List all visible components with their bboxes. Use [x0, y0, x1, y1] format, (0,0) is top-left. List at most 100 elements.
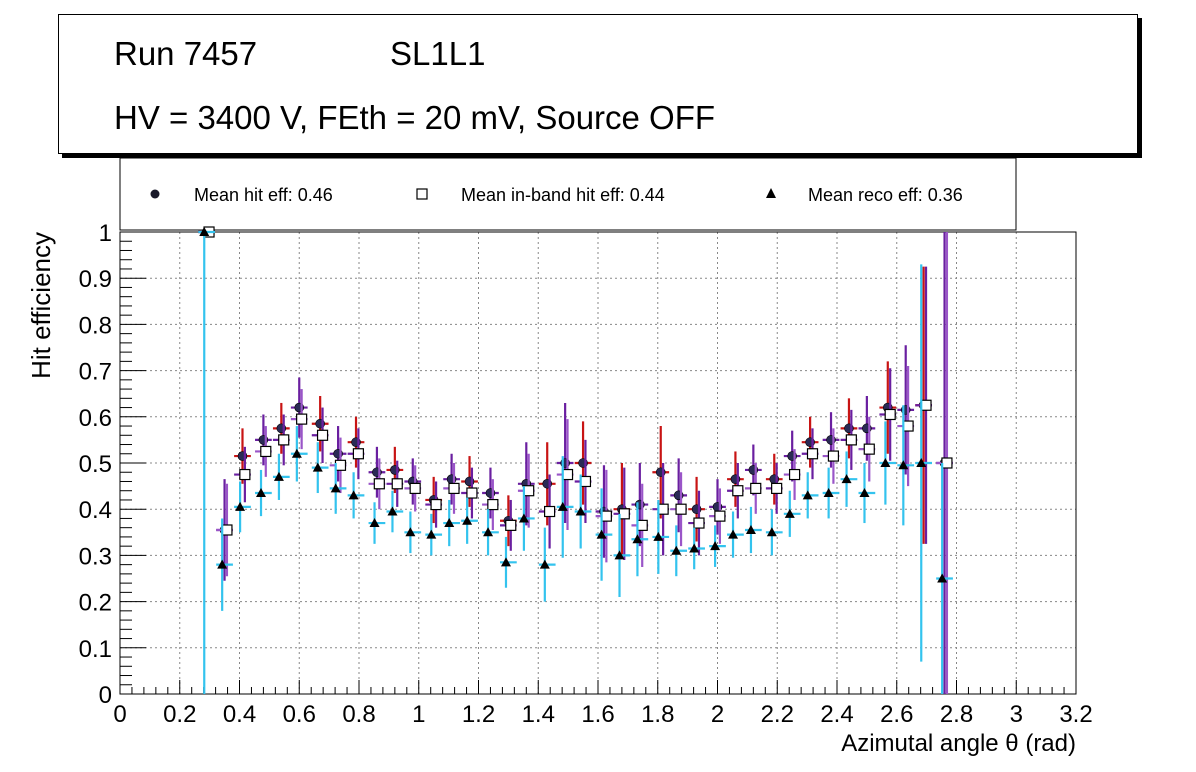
reco-eff-point — [405, 527, 416, 537]
y-tick-label: 1 — [99, 220, 112, 247]
y-tick-label: 0.1 — [79, 636, 112, 663]
inband-eff-point — [941, 457, 953, 469]
inband-eff-point — [579, 475, 592, 488]
reco-eff-point — [728, 529, 739, 539]
y-tick-label: 0.8 — [79, 312, 112, 339]
x-tick-label: 1 — [412, 701, 425, 728]
y-axis-label: Hit efficiency — [26, 232, 56, 379]
inband-eff-point — [505, 519, 517, 531]
inband-eff-point — [657, 503, 669, 515]
reco-eff-point — [500, 557, 511, 567]
x-tick-labels: 0 0.2 0.4 0.6 0.8 1 1.2 1.4 1.6 1.8 2 2.2 2.4 2.6 2.8 3… — [113, 701, 1092, 728]
inband-eff-point — [448, 482, 460, 495]
reco-eff-point — [689, 543, 700, 553]
axis-ticks — [119, 231, 1077, 695]
reco-eff-point — [745, 524, 756, 534]
y-tick-label: 0.7 — [79, 359, 112, 386]
reco-eff-point — [710, 541, 721, 551]
data-series — [198, 226, 953, 694]
inband-eff-point — [391, 478, 403, 490]
y-tick-labels: 0 0.1 0.2 0.3 0.4 0.5 0.6 0.7 0.8 0.9 1 — [79, 220, 112, 709]
reco-eff-point — [235, 501, 246, 511]
reco-eff-point — [859, 488, 870, 498]
legend-marker-hit — [150, 189, 160, 199]
inband-eff-point — [750, 482, 762, 495]
inband-eff-point — [544, 505, 556, 518]
x-tick-label: 2 — [711, 701, 724, 728]
inband-eff-point — [863, 443, 875, 455]
run-number: Run 7457 — [114, 35, 258, 72]
inband-eff-point — [600, 510, 612, 522]
reco-eff-point — [518, 513, 529, 523]
reco-eff-point — [483, 527, 494, 537]
reco-eff-point — [823, 488, 834, 498]
x-tick-label: 1.6 — [581, 701, 614, 728]
x-tick-label: 1.2 — [462, 701, 495, 728]
title-box: Run 7457 SL1L1 HV = 3400 V, FEth = 20 mV… — [58, 14, 1138, 154]
reco-eff-point — [330, 483, 341, 493]
x-tick-label: 0 — [113, 701, 126, 728]
legend-label-hit: Mean hit eff: 0.46 — [194, 185, 333, 205]
y-tick-label: 0.3 — [79, 543, 112, 570]
reco-eff-point — [671, 545, 682, 555]
inband-eff-point — [373, 478, 385, 490]
inband-eff-point — [693, 517, 705, 529]
y-tick-label: 0.9 — [79, 266, 112, 293]
reco-eff-point — [348, 490, 359, 500]
inband-eff-point — [334, 459, 347, 471]
x-tick-label: 2.2 — [761, 701, 794, 728]
reco-eff-point — [256, 488, 267, 498]
x-tick-label: 1.8 — [641, 701, 674, 728]
y-tick-label: 0 — [99, 682, 112, 709]
x-tick-label: 0.2 — [163, 701, 196, 728]
reco-eff-point — [880, 458, 891, 467]
inband-eff-point — [221, 524, 233, 536]
inband-eff-point — [487, 498, 499, 511]
reco-eff-point — [312, 462, 323, 472]
reco-eff-point — [766, 527, 777, 537]
inband-eff-point — [316, 429, 329, 441]
y-tick-label: 0.5 — [79, 451, 112, 478]
x-tick-label: 1.4 — [522, 701, 555, 728]
inband-eff-point — [714, 510, 726, 522]
reco-eff-point — [784, 508, 795, 518]
reco-eff-point — [596, 529, 607, 539]
legend-label-reco: Mean reco eff: 0.36 — [808, 185, 963, 205]
reco-eff-point — [273, 471, 284, 481]
x-tick-label: 0.8 — [342, 701, 375, 728]
reco-eff-point — [199, 227, 210, 236]
reco-eff-point — [575, 506, 586, 516]
reco-eff-point — [462, 515, 473, 525]
reco-eff-point — [539, 559, 550, 569]
reco-eff-point — [898, 460, 909, 470]
reco-eff-point — [291, 448, 302, 458]
reco-eff-point — [937, 573, 948, 583]
legend-box — [119, 157, 1017, 231]
inband-eff-point — [675, 503, 687, 515]
inband-eff-point — [618, 508, 630, 520]
x-tick-label: 0.4 — [223, 701, 256, 728]
inband-eff-point — [430, 498, 442, 511]
reco-eff-point — [632, 534, 643, 544]
y-tick-label: 0.4 — [79, 497, 112, 524]
reco-eff-point — [557, 501, 568, 511]
reco-eff-point — [614, 550, 625, 560]
reco-eff-point — [653, 531, 664, 541]
inband-eff-point — [260, 445, 272, 458]
inband-eff-point — [561, 468, 574, 481]
reco-eff-point — [369, 518, 380, 528]
run-conditions: HV = 3400 V, FEth = 20 mV, Source OFF — [114, 99, 716, 136]
x-tick-label: 0.6 — [283, 701, 316, 728]
inband-eff-point — [771, 482, 783, 495]
x-tick-label: 2.4 — [820, 701, 853, 728]
layer-name: SL1L1 — [390, 35, 486, 72]
inband-eff-point — [409, 482, 421, 495]
inband-eff-point — [278, 434, 290, 446]
inband-eff-point — [352, 448, 365, 460]
legend: Mean hit eff: 0.46 Mean in-band hit eff:… — [119, 157, 1017, 231]
x-tick-label: 3.2 — [1059, 701, 1092, 728]
reco-eff-point — [426, 529, 437, 539]
y-tick-label: 0.6 — [79, 405, 112, 432]
x-tick-label: 3 — [1010, 701, 1023, 728]
series-open-square — [198, 226, 953, 694]
